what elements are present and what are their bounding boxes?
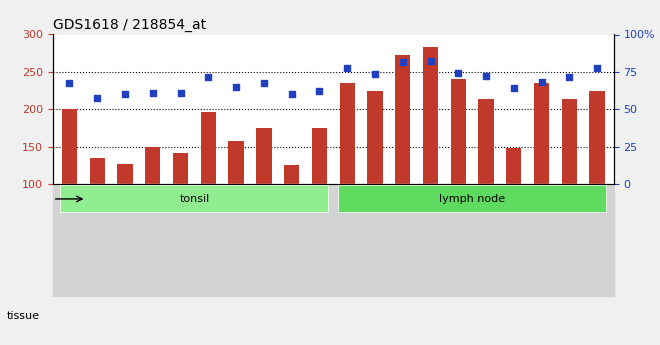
Bar	[201, 112, 216, 184]
Point	[537, 80, 547, 85]
Point	[259, 80, 269, 86]
Point	[92, 95, 102, 101]
Point	[314, 88, 325, 93]
Point	[397, 59, 408, 65]
Point	[509, 85, 519, 90]
Point	[425, 58, 436, 63]
Text: tonsil: tonsil	[180, 194, 210, 204]
Bar	[173, 153, 188, 184]
Bar	[228, 141, 244, 184]
Bar	[117, 164, 133, 184]
Text: lymph node: lymph node	[439, 194, 505, 204]
Point	[592, 66, 603, 71]
Bar	[451, 79, 466, 184]
Point	[147, 90, 158, 96]
Bar	[562, 99, 577, 184]
Bar	[478, 99, 494, 184]
Text: tissue: tissue	[7, 311, 40, 321]
FancyBboxPatch shape	[61, 186, 329, 213]
Bar	[62, 109, 77, 184]
Bar	[284, 165, 299, 184]
Point	[203, 74, 214, 80]
Bar	[90, 158, 105, 184]
Bar	[368, 91, 383, 184]
Bar	[256, 128, 271, 184]
FancyBboxPatch shape	[338, 186, 606, 213]
Point	[453, 70, 463, 75]
Point	[564, 74, 575, 80]
Bar	[312, 128, 327, 184]
Bar	[145, 147, 160, 184]
Point	[119, 91, 130, 97]
Bar	[589, 90, 605, 184]
Point	[370, 71, 380, 77]
Point	[480, 73, 491, 79]
Point	[64, 80, 75, 86]
Bar	[53, 184, 614, 296]
Bar	[506, 148, 521, 184]
Point	[286, 91, 297, 97]
Bar	[423, 47, 438, 184]
Bar	[395, 56, 411, 184]
Text: GDS1618 / 218854_at: GDS1618 / 218854_at	[53, 18, 206, 32]
Bar	[339, 83, 355, 184]
Point	[342, 66, 352, 71]
Bar	[534, 83, 549, 184]
Point	[231, 84, 242, 90]
Point	[176, 90, 186, 96]
